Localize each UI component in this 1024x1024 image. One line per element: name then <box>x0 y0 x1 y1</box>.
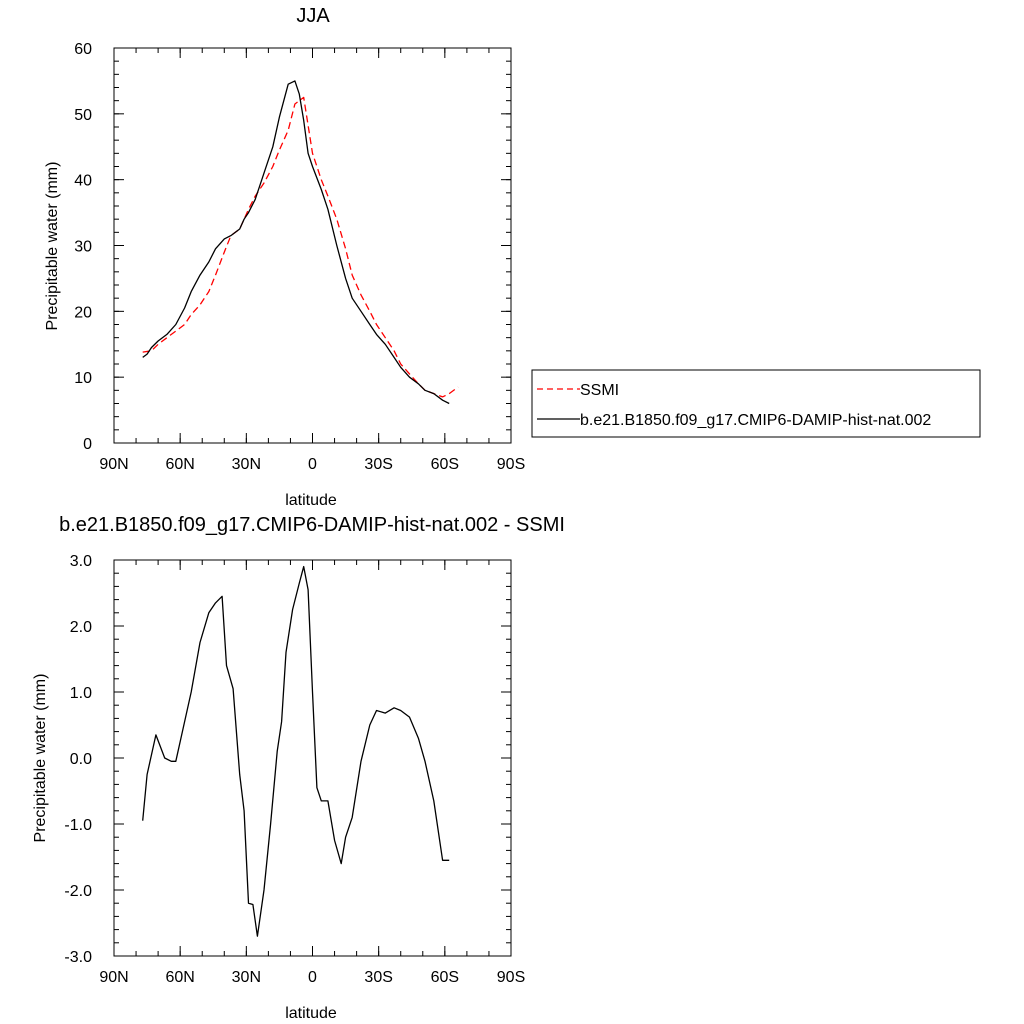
top-x-tick-label: 90N <box>99 456 128 473</box>
bottom-x-tick-label: 90N <box>99 969 128 986</box>
bottom-series-line-1 <box>142 565 450 937</box>
top-y-axis-label: Precipitable water (mm) <box>44 162 61 331</box>
bottom-y-tick-label: -3.0 <box>64 949 92 966</box>
bottom-y-tick-label: 1.0 <box>70 685 92 702</box>
bottom-x-axis-label: latitude <box>285 1005 337 1022</box>
bottom-y-tick-label: -1.0 <box>64 817 92 834</box>
top-series <box>142 80 459 405</box>
bottom-ticks: 90N 60N 30N 0 30S 60S 90S -3.0 -2.0 -1.0 0.0 1.0 2.0… <box>64 553 525 986</box>
top-y-tick-label: 60 <box>74 41 92 58</box>
top-y-tick-label: 40 <box>74 173 92 190</box>
top-title: JJA <box>296 5 330 27</box>
legend-box <box>531 369 981 438</box>
top-y-tick-label: 10 <box>74 370 92 387</box>
top-x-tick-label: 30N <box>232 456 261 473</box>
bottom-x-tick-label: 60N <box>165 969 194 986</box>
top-series-line-1 <box>142 96 459 398</box>
bottom-x-tick-label: 60S <box>431 969 459 986</box>
top-series-line-2 <box>142 80 450 405</box>
legend-label-model: b.e21.B1850.f09_g17.CMIP6-DAMIP-hist-nat… <box>580 412 931 429</box>
top-y-tick-label: 30 <box>74 239 92 256</box>
top-y-tick-label: 50 <box>74 107 92 124</box>
bottom-y-axis-label: Precipitable water (mm) <box>32 674 49 843</box>
legend: SSMI b.e21.B1850.f09_g17.CMIP6-DAMIP-his… <box>531 369 981 438</box>
bottom-panel: b.e21.B1850.f09_g17.CMIP6-DAMIP-hist-nat… <box>32 514 565 1022</box>
top-y-tick-label: 20 <box>74 304 92 321</box>
top-panel: JJA 90N 60N 30N 0 30S 60S 90S 0 10 20 30 40 50 60 lat… <box>44 5 525 509</box>
bottom-x-tick-label: 0 <box>308 969 317 986</box>
top-x-axis-label: latitude <box>285 492 337 509</box>
bottom-plot-frame <box>113 559 512 957</box>
top-x-tick-label: 0 <box>308 456 317 473</box>
top-ticks: 90N 60N 30N 0 30S 60S 90S 0 10 20 30 40 50 60 <box>74 41 525 473</box>
legend-label-ssmi: SSMI <box>580 382 619 399</box>
bottom-x-tick-label: 30S <box>364 969 392 986</box>
bottom-y-tick-label: -2.0 <box>64 883 92 900</box>
top-plot-frame <box>113 47 512 444</box>
bottom-series <box>142 565 450 937</box>
top-x-tick-label: 30S <box>364 456 392 473</box>
top-x-tick-label: 60S <box>431 456 459 473</box>
bottom-y-tick-label: 3.0 <box>70 553 92 570</box>
bottom-x-tick-label: 90S <box>497 969 525 986</box>
top-x-tick-label: 90S <box>497 456 525 473</box>
bottom-y-tick-label: 0.0 <box>70 751 92 768</box>
bottom-y-tick-label: 2.0 <box>70 619 92 636</box>
bottom-x-tick-label: 30N <box>232 969 261 986</box>
top-y-tick-label: 0 <box>83 436 92 453</box>
top-x-tick-label: 60N <box>165 456 194 473</box>
bottom-title: b.e21.B1850.f09_g17.CMIP6-DAMIP-hist-nat… <box>59 514 565 536</box>
